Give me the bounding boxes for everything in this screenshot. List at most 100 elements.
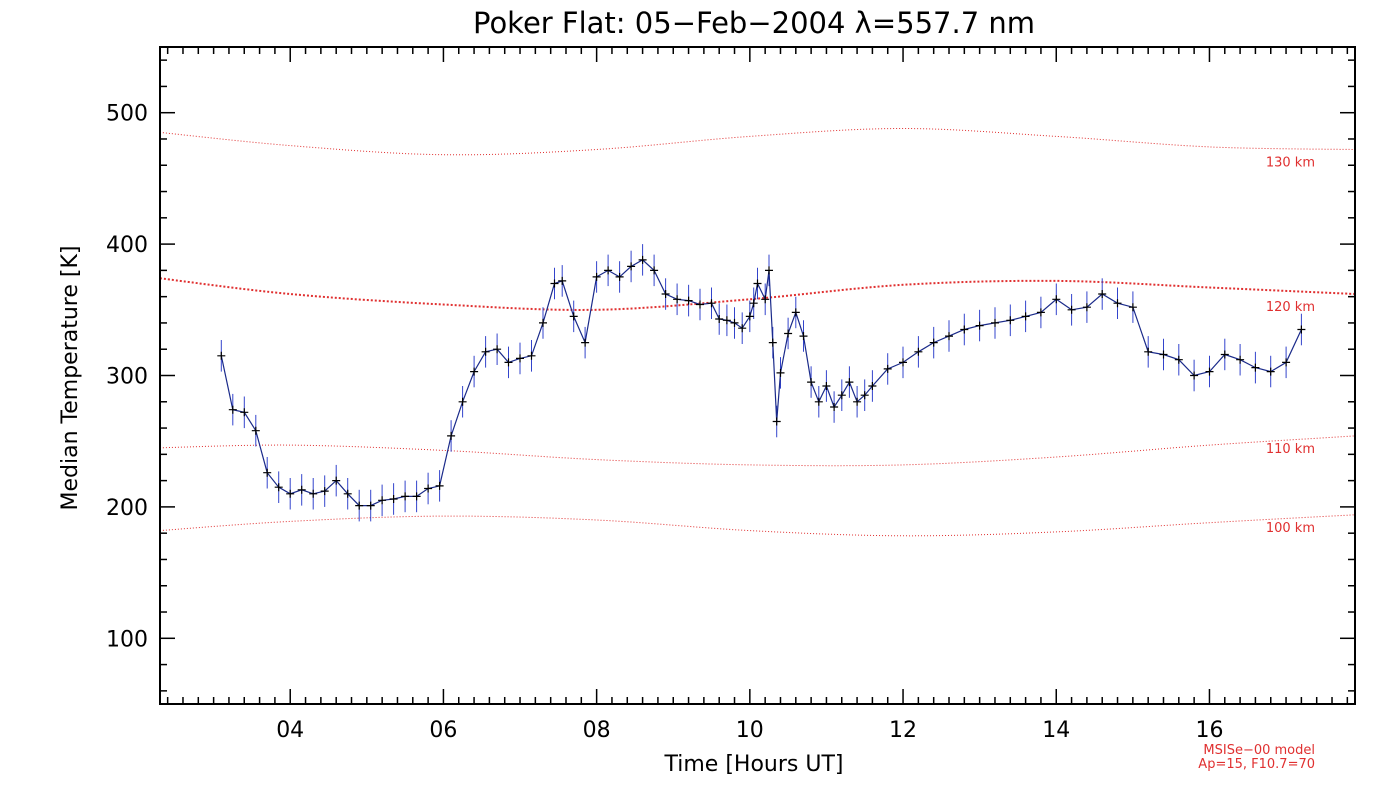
x-tick-label: 12 bbox=[889, 718, 917, 743]
data-point bbox=[1266, 367, 1275, 376]
data-point bbox=[493, 345, 502, 354]
data-point bbox=[1205, 367, 1214, 376]
data-point bbox=[1052, 295, 1061, 304]
y-tick-label: 400 bbox=[106, 233, 148, 258]
data-point bbox=[504, 358, 513, 367]
data-point bbox=[435, 481, 444, 490]
data-point bbox=[845, 378, 854, 387]
data-point bbox=[784, 329, 793, 338]
x-tick-label: 04 bbox=[276, 718, 304, 743]
data-point bbox=[638, 255, 647, 264]
data-point bbox=[550, 279, 559, 288]
data-point bbox=[558, 276, 567, 285]
data-point bbox=[807, 378, 816, 387]
data-point bbox=[960, 325, 969, 334]
data-point bbox=[1190, 371, 1199, 380]
x-tick-label: 06 bbox=[429, 718, 457, 743]
data-point bbox=[696, 300, 704, 309]
data-point bbox=[240, 408, 249, 417]
data-point bbox=[975, 321, 984, 330]
data-point bbox=[228, 405, 237, 414]
data-point bbox=[684, 296, 693, 305]
data-point bbox=[860, 391, 869, 400]
data-point bbox=[730, 318, 739, 327]
data-point bbox=[749, 299, 758, 308]
data-point bbox=[768, 338, 777, 347]
model-label-130-km: 130 km bbox=[1266, 156, 1315, 171]
model-label-100-km: 100 km bbox=[1266, 521, 1315, 536]
data-point bbox=[929, 338, 938, 347]
data-point bbox=[776, 368, 785, 377]
data-point bbox=[650, 266, 659, 275]
model-curve-130-km bbox=[159, 127, 1356, 156]
data-point bbox=[481, 347, 490, 356]
data-point bbox=[447, 431, 456, 440]
data-point bbox=[914, 347, 923, 356]
data-point bbox=[765, 266, 773, 275]
data-point bbox=[217, 351, 226, 360]
data-point bbox=[772, 417, 781, 426]
data-point bbox=[715, 315, 724, 323]
data-point bbox=[263, 468, 272, 477]
data-point bbox=[822, 382, 831, 390]
x-tick-label: 16 bbox=[1196, 718, 1224, 743]
data-point bbox=[1128, 303, 1137, 312]
axis-ticks bbox=[160, 47, 1355, 704]
y-tick-label: 300 bbox=[106, 365, 148, 390]
data-point bbox=[378, 496, 387, 505]
data-point bbox=[592, 272, 601, 281]
data-point bbox=[673, 295, 682, 304]
axis-tick-labels: 04 06 08 10 12 14 16 100 200 300 400 500 bbox=[106, 102, 1224, 743]
series-line bbox=[220, 259, 1302, 507]
data-point bbox=[1006, 316, 1015, 325]
data-point bbox=[722, 316, 731, 325]
data-point bbox=[297, 485, 306, 494]
data-point bbox=[389, 495, 398, 503]
model-curve-110-km bbox=[159, 435, 1356, 467]
chart-title: Poker Flat: 05−Feb−2004 λ=557.7 nm bbox=[473, 6, 1035, 40]
data-point bbox=[1113, 299, 1122, 308]
data-point bbox=[539, 318, 547, 327]
data-point bbox=[837, 391, 846, 400]
data-point bbox=[366, 501, 375, 510]
data-point bbox=[1236, 355, 1245, 364]
data-point bbox=[991, 318, 999, 327]
data-point bbox=[868, 382, 877, 390]
data-point bbox=[1144, 347, 1153, 356]
data-point bbox=[527, 351, 536, 360]
x-tick-label: 08 bbox=[583, 718, 611, 743]
data-point bbox=[401, 492, 410, 501]
x-tick-label: 10 bbox=[736, 718, 764, 743]
data-point bbox=[343, 489, 352, 498]
model-label-120-km: 120 km bbox=[1266, 300, 1315, 315]
data-point bbox=[1098, 290, 1107, 298]
data-point bbox=[899, 358, 907, 367]
data-point bbox=[332, 476, 341, 485]
data-point bbox=[753, 279, 762, 288]
y-tick-label: 100 bbox=[106, 627, 148, 652]
data-point bbox=[1220, 350, 1229, 359]
model-label-110-km: 110 km bbox=[1266, 442, 1315, 457]
data-point bbox=[1067, 305, 1076, 314]
data-point bbox=[791, 308, 800, 317]
data-point bbox=[761, 295, 770, 304]
data-point bbox=[320, 487, 329, 496]
data-series bbox=[217, 244, 1306, 522]
data-point bbox=[470, 367, 479, 376]
data-point bbox=[1251, 363, 1260, 372]
model-curve-100-km bbox=[159, 514, 1356, 537]
x-axis-label: Time [Hours UT] bbox=[664, 752, 844, 777]
data-point bbox=[1297, 325, 1306, 334]
model-annotation-params: Ap=15, F10.7=70 bbox=[1198, 757, 1315, 772]
plot-frame bbox=[159, 46, 1356, 705]
data-point bbox=[883, 364, 892, 373]
data-point bbox=[1021, 312, 1030, 321]
data-point bbox=[830, 403, 839, 411]
data-point bbox=[458, 397, 467, 406]
y-tick-label: 200 bbox=[106, 496, 148, 521]
data-point bbox=[1282, 358, 1291, 367]
data-point bbox=[569, 312, 578, 321]
data-point bbox=[853, 397, 862, 406]
data-point bbox=[424, 484, 433, 493]
